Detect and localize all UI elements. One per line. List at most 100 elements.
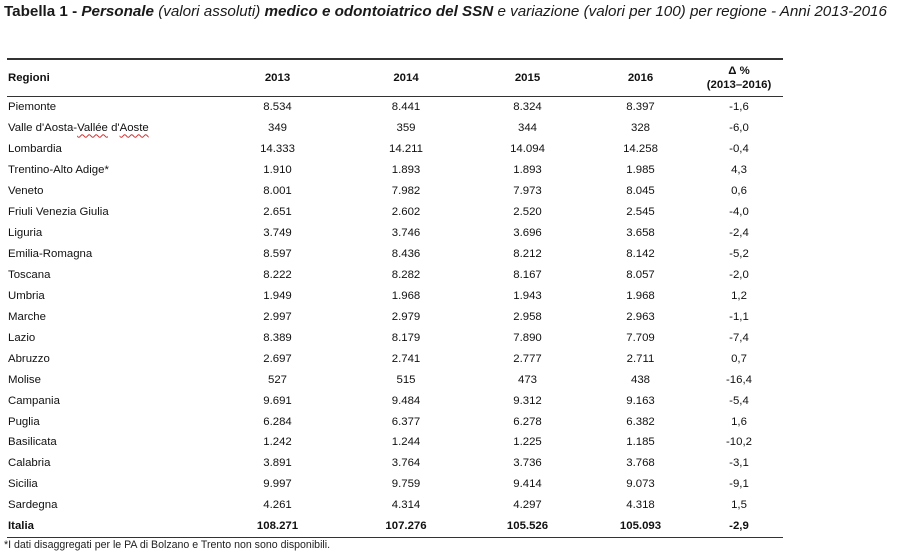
header-2014: 2014 xyxy=(343,59,469,97)
cell-2013: 527 xyxy=(267,373,287,386)
data-table: Regioni 2013 2014 2015 2016 Δ % (2013–201… xyxy=(7,59,783,538)
cell-region: Sicilia xyxy=(8,478,38,491)
table-row: Marche 2.997 2.979 2.958 2.963 -1,1 xyxy=(7,306,783,327)
cell-2016: 1.968 xyxy=(626,289,655,302)
table-row: Valle d'Aosta-Vallée d'Aoste 349 359 344 328… xyxy=(7,118,783,139)
region-part: d' xyxy=(107,122,120,135)
cell-delta: -5,2 xyxy=(729,248,749,261)
cell-2015: 2.520 xyxy=(513,206,542,219)
title-label: Tabella 1 - xyxy=(4,3,82,20)
cell-2016: 1.985 xyxy=(626,164,655,177)
cell-delta: -2,4 xyxy=(729,227,749,240)
cell-2013: 108.271 xyxy=(212,515,343,538)
cell-delta: -6,0 xyxy=(729,122,749,135)
cell-2014: 1.244 xyxy=(391,436,421,449)
footnote: *I dati disaggregati per le PA di Bolzan… xyxy=(4,539,331,551)
header-delta-symbol: Δ % xyxy=(728,64,750,77)
table-row: Sicilia 9.997 9.759 9.414 9.073 -9,1 xyxy=(7,474,783,495)
cell-2016: 3.768 xyxy=(626,457,655,470)
cell-2016: 8.045 xyxy=(626,185,655,198)
cell-region: Lazio xyxy=(8,331,36,344)
cell-delta: -2,9 xyxy=(695,515,783,538)
cell-2015: 8.212 xyxy=(513,248,542,261)
table-row: Campania 9.691 9.484 9.312 9.163 -5,4 xyxy=(7,390,783,411)
cell-2013: 349 xyxy=(267,122,287,135)
cell-2013: 1.242 xyxy=(263,436,292,449)
cell-region: Molise xyxy=(8,373,41,386)
region-part: Valle d'Aosta- xyxy=(8,122,78,135)
cell-2013: 8.534 xyxy=(263,101,292,114)
cell-2013: 8.222 xyxy=(263,268,292,281)
cell-2014: 8.282 xyxy=(391,268,421,281)
cell-2015: 9.312 xyxy=(513,394,542,407)
cell-2014: 8.179 xyxy=(391,331,421,344)
cell-2013: 3.749 xyxy=(263,227,292,240)
cell-2013: 2.697 xyxy=(263,352,292,365)
cell-2014: 1.893 xyxy=(391,164,421,177)
table-row: Piemonte 8.534 8.441 8.324 8.397 -1,6 xyxy=(7,97,783,118)
cell-region: Liguria xyxy=(8,227,43,240)
cell-region: Calabria xyxy=(8,457,51,470)
cell-2016: 9.163 xyxy=(626,394,655,407)
cell-2016: 2.545 xyxy=(626,206,655,219)
cell-2016: 9.073 xyxy=(626,478,655,491)
cell-2013: 8.597 xyxy=(263,248,292,261)
header-row: Regioni 2013 2014 2015 2016 Δ % (2013–201… xyxy=(7,59,783,97)
cell-2015: 3.736 xyxy=(513,457,542,470)
cell-2016: 105.093 xyxy=(586,515,695,538)
cell-2014: 2.741 xyxy=(391,352,421,365)
cell-2013: 9.997 xyxy=(263,478,292,491)
cell-2015: 2.958 xyxy=(513,310,542,323)
table-row: Trentino-Alto Adige* 1.910 1.893 1.893 1.985… xyxy=(7,160,783,181)
cell-2013: 14.333 xyxy=(260,143,295,156)
cell-2014: 8.436 xyxy=(391,248,421,261)
cell-2015: 1.943 xyxy=(513,289,542,302)
title-abs: (valori assoluti) xyxy=(153,3,265,20)
table-title: Tabella 1 - Personale (valori assoluti) … xyxy=(4,1,894,22)
cell-2016: 14.258 xyxy=(623,143,658,156)
table-row: Calabria 3.891 3.764 3.736 3.768 -3,1 xyxy=(7,453,783,474)
cell-2014: 107.276 xyxy=(343,515,469,538)
table-row: Lombardia 14.333 14.211 14.094 14.258 -0,4 xyxy=(7,139,783,160)
cell-delta: -0,4 xyxy=(729,143,749,156)
cell-2016: 4.318 xyxy=(626,499,655,512)
cell-2014: 3.764 xyxy=(391,457,421,470)
cell-region: Piemonte xyxy=(8,101,57,114)
table-row: Molise 527 515 473 438 -16,4 xyxy=(7,369,783,390)
cell-2014: 8.441 xyxy=(391,101,421,114)
cell-2015: 344 xyxy=(517,122,537,135)
cell-region: Italia xyxy=(7,515,212,538)
table-top-rule xyxy=(7,58,783,60)
cell-delta: -16,4 xyxy=(726,373,752,386)
cell-2014: 2.602 xyxy=(391,206,421,219)
cell-region: Toscana xyxy=(8,268,51,281)
cell-delta: -7,4 xyxy=(729,331,749,344)
cell-2015: 8.324 xyxy=(513,101,542,114)
cell-region: Veneto xyxy=(8,185,44,198)
cell-2013: 1.910 xyxy=(263,164,292,177)
cell-2016: 7.709 xyxy=(626,331,655,344)
cell-2015: 8.167 xyxy=(513,268,542,281)
table-row: Umbria 1.949 1.968 1.943 1.968 1,2 xyxy=(7,285,783,306)
table-row: Emilia-Romagna 8.597 8.436 8.212 8.142 -5,2 xyxy=(7,244,783,265)
cell-2016: 438 xyxy=(630,373,650,386)
cell-2015: 1.893 xyxy=(513,164,542,177)
cell-2015: 7.890 xyxy=(513,331,542,344)
cell-delta: 1,2 xyxy=(731,289,747,302)
table-row: Toscana 8.222 8.282 8.167 8.057 -2,0 xyxy=(7,265,783,286)
header-delta: Δ % (2013–2016) xyxy=(695,59,783,97)
cell-delta: 4,3 xyxy=(731,164,747,177)
cell-region: Valle d'Aosta-Vallée d'Aoste xyxy=(7,118,212,139)
cell-delta: -10,2 xyxy=(726,436,752,449)
cell-2014: 1.968 xyxy=(391,289,421,302)
cell-delta: 1,6 xyxy=(731,415,747,428)
table-row: Basilicata 1.242 1.244 1.225 1.185 -10,2 xyxy=(7,432,783,453)
header-2013: 2013 xyxy=(212,59,343,97)
cell-region: Sardegna xyxy=(8,499,58,512)
cell-2015: 7.973 xyxy=(513,185,542,198)
cell-region: Lombardia xyxy=(8,143,62,156)
table-row: Veneto 8.001 7.982 7.973 8.045 0,6 xyxy=(7,181,783,202)
header-region: Regioni xyxy=(7,59,212,97)
title-medico: medico e odontoiatrico del SSN xyxy=(264,3,494,20)
total-row: Italia 108.271 107.276 105.526 105.093 -2,9 xyxy=(7,515,783,538)
